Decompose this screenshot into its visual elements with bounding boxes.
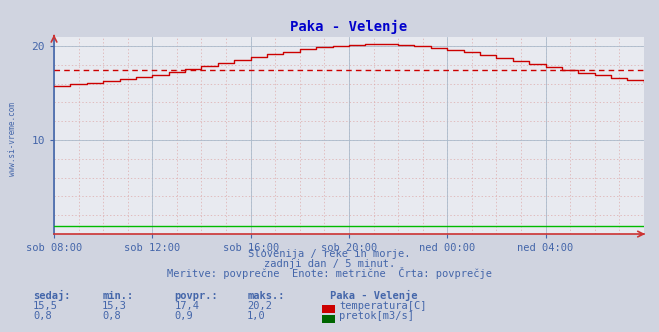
Text: 15,5: 15,5: [33, 301, 58, 311]
Text: 15,3: 15,3: [102, 301, 127, 311]
Text: Slovenija / reke in morje.: Slovenija / reke in morje.: [248, 249, 411, 259]
Text: temperatura[C]: temperatura[C]: [339, 301, 427, 311]
Title: Paka - Velenje: Paka - Velenje: [291, 20, 407, 34]
Text: 0,8: 0,8: [33, 311, 51, 321]
Text: sedaj:: sedaj:: [33, 290, 71, 301]
Text: zadnji dan / 5 minut.: zadnji dan / 5 minut.: [264, 259, 395, 269]
Text: 0,8: 0,8: [102, 311, 121, 321]
Text: Meritve: povprečne  Enote: metrične  Črta: povprečje: Meritve: povprečne Enote: metrične Črta:…: [167, 267, 492, 279]
Text: min.:: min.:: [102, 291, 133, 301]
Text: pretok[m3/s]: pretok[m3/s]: [339, 311, 415, 321]
Text: Paka - Velenje: Paka - Velenje: [330, 290, 417, 301]
Text: 17,4: 17,4: [175, 301, 200, 311]
Text: 1,0: 1,0: [247, 311, 266, 321]
Text: maks.:: maks.:: [247, 291, 285, 301]
Text: povpr.:: povpr.:: [175, 291, 218, 301]
Text: www.si-vreme.com: www.si-vreme.com: [8, 103, 17, 176]
Text: 0,9: 0,9: [175, 311, 193, 321]
Text: 20,2: 20,2: [247, 301, 272, 311]
